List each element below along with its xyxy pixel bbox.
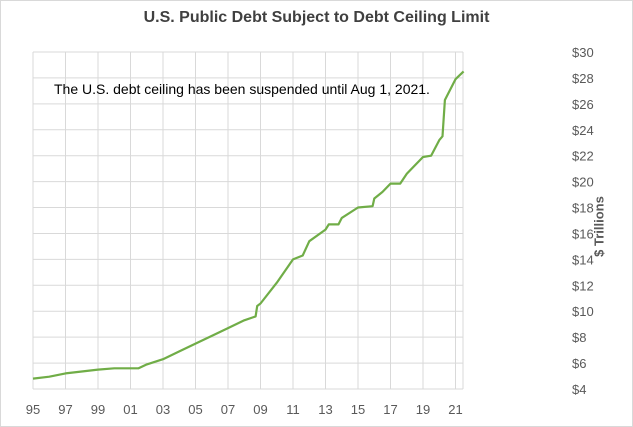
debt-series-line bbox=[32, 70, 465, 380]
y-tick-label: $10 bbox=[572, 304, 594, 319]
y-tick-label: $14 bbox=[572, 252, 594, 267]
x-tick-label: 97 bbox=[58, 402, 72, 417]
y-tick-label: $20 bbox=[572, 175, 594, 190]
y-tick-label: $28 bbox=[572, 71, 594, 86]
annotation-text: The U.S. debt ceiling has been suspended… bbox=[54, 81, 430, 97]
y-tick-label: $12 bbox=[572, 278, 594, 293]
y-tick-label: $16 bbox=[572, 226, 594, 241]
y-tick-label: $22 bbox=[572, 149, 594, 164]
y-tick-label: $8 bbox=[572, 330, 586, 345]
x-tick-label: 07 bbox=[221, 402, 235, 417]
y-axis-label: $ Trillions bbox=[591, 196, 607, 257]
x-tick-label: 99 bbox=[91, 402, 105, 417]
x-tick-label: 11 bbox=[286, 402, 300, 417]
x-tick-label: 95 bbox=[26, 402, 40, 417]
x-tick-label: 05 bbox=[188, 402, 202, 417]
x-tick-label: 01 bbox=[123, 402, 137, 417]
y-tick-label: $26 bbox=[572, 97, 594, 112]
x-tick-label: 03 bbox=[156, 402, 170, 417]
chart-title: U.S. Public Debt Subject to Debt Ceiling… bbox=[143, 9, 490, 26]
x-tick-label: 21 bbox=[448, 402, 462, 417]
x-tick-label: 15 bbox=[351, 402, 365, 417]
y-tick-label: $30 bbox=[572, 45, 594, 60]
x-tick-label: 09 bbox=[253, 402, 267, 417]
y-tick-label: $18 bbox=[572, 201, 594, 216]
y-tick-label: $6 bbox=[572, 356, 586, 371]
y-tick-label: $24 bbox=[572, 123, 594, 138]
y-tick-label: $4 bbox=[572, 382, 586, 397]
x-tick-label: 13 bbox=[318, 402, 332, 417]
x-tick-label: 19 bbox=[416, 402, 430, 417]
x-tick-label: 17 bbox=[383, 402, 397, 417]
